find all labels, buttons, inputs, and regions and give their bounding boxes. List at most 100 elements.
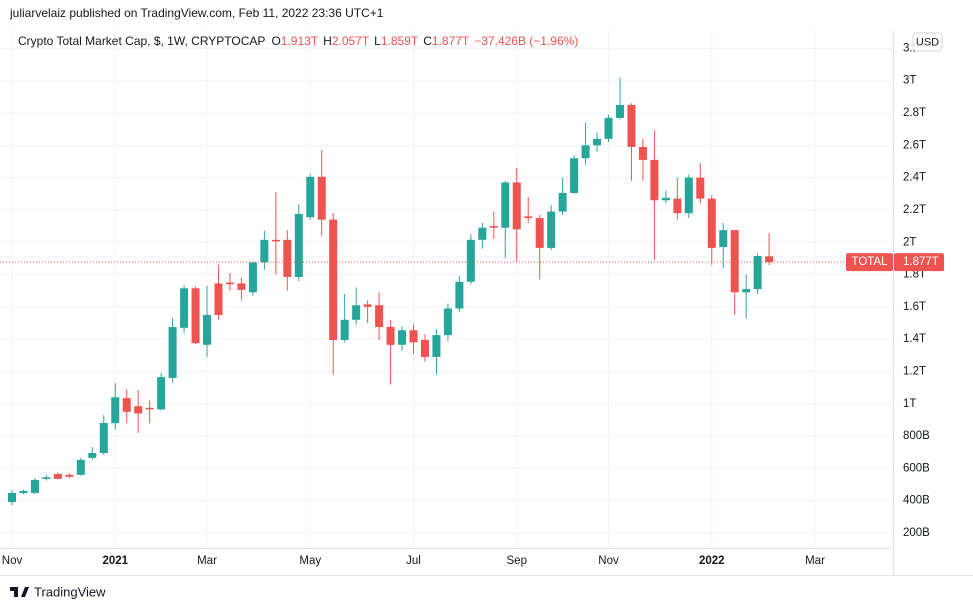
y-tick-label: 1.8T bbox=[903, 269, 926, 281]
legend-value: 2.057T bbox=[332, 34, 370, 48]
legend-key: C bbox=[423, 34, 432, 48]
candle-body bbox=[271, 239, 280, 242]
currency-label: USD bbox=[916, 36, 939, 48]
candle-body bbox=[53, 474, 62, 479]
candle-body bbox=[294, 213, 303, 277]
candle-body bbox=[214, 283, 223, 315]
candle-body bbox=[225, 282, 234, 285]
candle-body bbox=[375, 305, 384, 328]
candle-body bbox=[306, 176, 315, 218]
logo-text: TradingView bbox=[34, 584, 106, 599]
candle-body bbox=[684, 177, 693, 214]
legend-key: O bbox=[271, 34, 280, 48]
candle-body bbox=[627, 104, 636, 147]
candle-body bbox=[489, 226, 498, 228]
candle-body bbox=[145, 407, 154, 410]
candle-body bbox=[42, 477, 51, 479]
currency-button[interactable] bbox=[912, 32, 943, 52]
last-price-box bbox=[894, 253, 944, 272]
candle-body bbox=[340, 319, 349, 340]
candle-body bbox=[650, 159, 659, 201]
legend-change: −37.426B (−1.96%) bbox=[474, 34, 578, 48]
x-tick-label: 2021 bbox=[102, 555, 128, 567]
x-tick-label: Mar bbox=[805, 555, 825, 567]
candle-body bbox=[673, 198, 682, 214]
y-tick-label: 600B bbox=[903, 462, 930, 474]
candle-body bbox=[638, 146, 647, 160]
candle-body bbox=[661, 197, 670, 201]
y-tick-label: 2.2T bbox=[903, 204, 926, 216]
candle-body bbox=[8, 492, 16, 502]
candle-body bbox=[398, 330, 407, 345]
candle-body bbox=[765, 256, 774, 263]
legend-value: 1.859T bbox=[381, 34, 419, 48]
y-tick-label: 200B bbox=[903, 527, 930, 539]
y-tick-label: 2T bbox=[903, 236, 916, 248]
y-tick-label: 1.6T bbox=[903, 301, 926, 313]
candle-body bbox=[615, 104, 624, 118]
x-tick-label: Sep bbox=[507, 555, 527, 567]
x-tick-label: Nov bbox=[598, 555, 619, 567]
y-tick-label: 2.6T bbox=[903, 139, 926, 151]
candle-body bbox=[122, 398, 131, 412]
candle-body bbox=[386, 327, 395, 345]
last-price-name: TOTAL bbox=[852, 256, 889, 268]
tradingview-logo: TradingView bbox=[10, 584, 106, 599]
y-tick-label: 1.2T bbox=[903, 365, 926, 377]
candle-body bbox=[88, 453, 97, 458]
candle-body bbox=[168, 327, 177, 378]
symbol-title: Crypto Total Market Cap, $, 1W, CRYPTOCA… bbox=[18, 34, 265, 48]
candle-body bbox=[466, 239, 475, 282]
legend-key: H bbox=[323, 34, 332, 48]
candle-body bbox=[363, 304, 372, 307]
candle-body bbox=[420, 339, 429, 357]
candle-body bbox=[478, 227, 487, 240]
x-tick-label: 2022 bbox=[699, 555, 725, 567]
x-tick-label: Nov bbox=[2, 555, 23, 567]
logo-icon bbox=[10, 587, 29, 597]
candle-body bbox=[707, 198, 716, 248]
plot-area bbox=[0, 30, 893, 548]
candle-body bbox=[719, 230, 728, 248]
candle-body bbox=[547, 211, 556, 248]
x-tick-label: Jul bbox=[406, 555, 421, 567]
x-tick-label: May bbox=[299, 555, 321, 567]
last-price-label: 1.877T bbox=[903, 256, 939, 268]
candle-body bbox=[134, 406, 143, 414]
x-tick-label: Mar bbox=[197, 555, 217, 567]
candle-body bbox=[593, 138, 602, 146]
candle-body bbox=[753, 255, 762, 290]
candle-body bbox=[524, 216, 533, 219]
candle-body bbox=[99, 422, 108, 454]
y-tick-label: 400B bbox=[903, 495, 930, 507]
candle-body bbox=[455, 281, 464, 309]
candle-body bbox=[260, 239, 269, 263]
candle-body bbox=[30, 479, 39, 493]
candle-body bbox=[432, 335, 441, 357]
candle-body bbox=[111, 397, 120, 424]
candle-body bbox=[535, 218, 544, 248]
y-tick-label: 1T bbox=[903, 398, 916, 410]
candle-body bbox=[317, 176, 326, 220]
candle-body bbox=[742, 289, 751, 293]
candle-body bbox=[203, 314, 212, 345]
candle-body bbox=[443, 308, 452, 336]
legend-key: L bbox=[374, 34, 381, 48]
candle-body bbox=[501, 182, 510, 228]
candle-body bbox=[352, 305, 361, 320]
axes: 200B 400B 600B 800B 1T 1.2T 1.4T 1.6T 1.8T 2T 2.2T… bbox=[2, 42, 944, 567]
candle-body bbox=[76, 459, 85, 475]
y-tick-label: 1.4T bbox=[903, 333, 926, 345]
candle-body bbox=[558, 192, 567, 212]
candle-body bbox=[180, 288, 189, 328]
legend-value: 1.877T bbox=[432, 34, 470, 48]
candle-body bbox=[157, 377, 166, 410]
candle-body bbox=[730, 230, 739, 293]
publisher-line: juliarvelaiz published on TradingView.co… bbox=[9, 6, 384, 20]
y-tick-label: 2.4T bbox=[903, 172, 926, 184]
candle-body bbox=[570, 158, 579, 193]
candle-body bbox=[191, 288, 200, 344]
candle-body bbox=[248, 262, 257, 293]
